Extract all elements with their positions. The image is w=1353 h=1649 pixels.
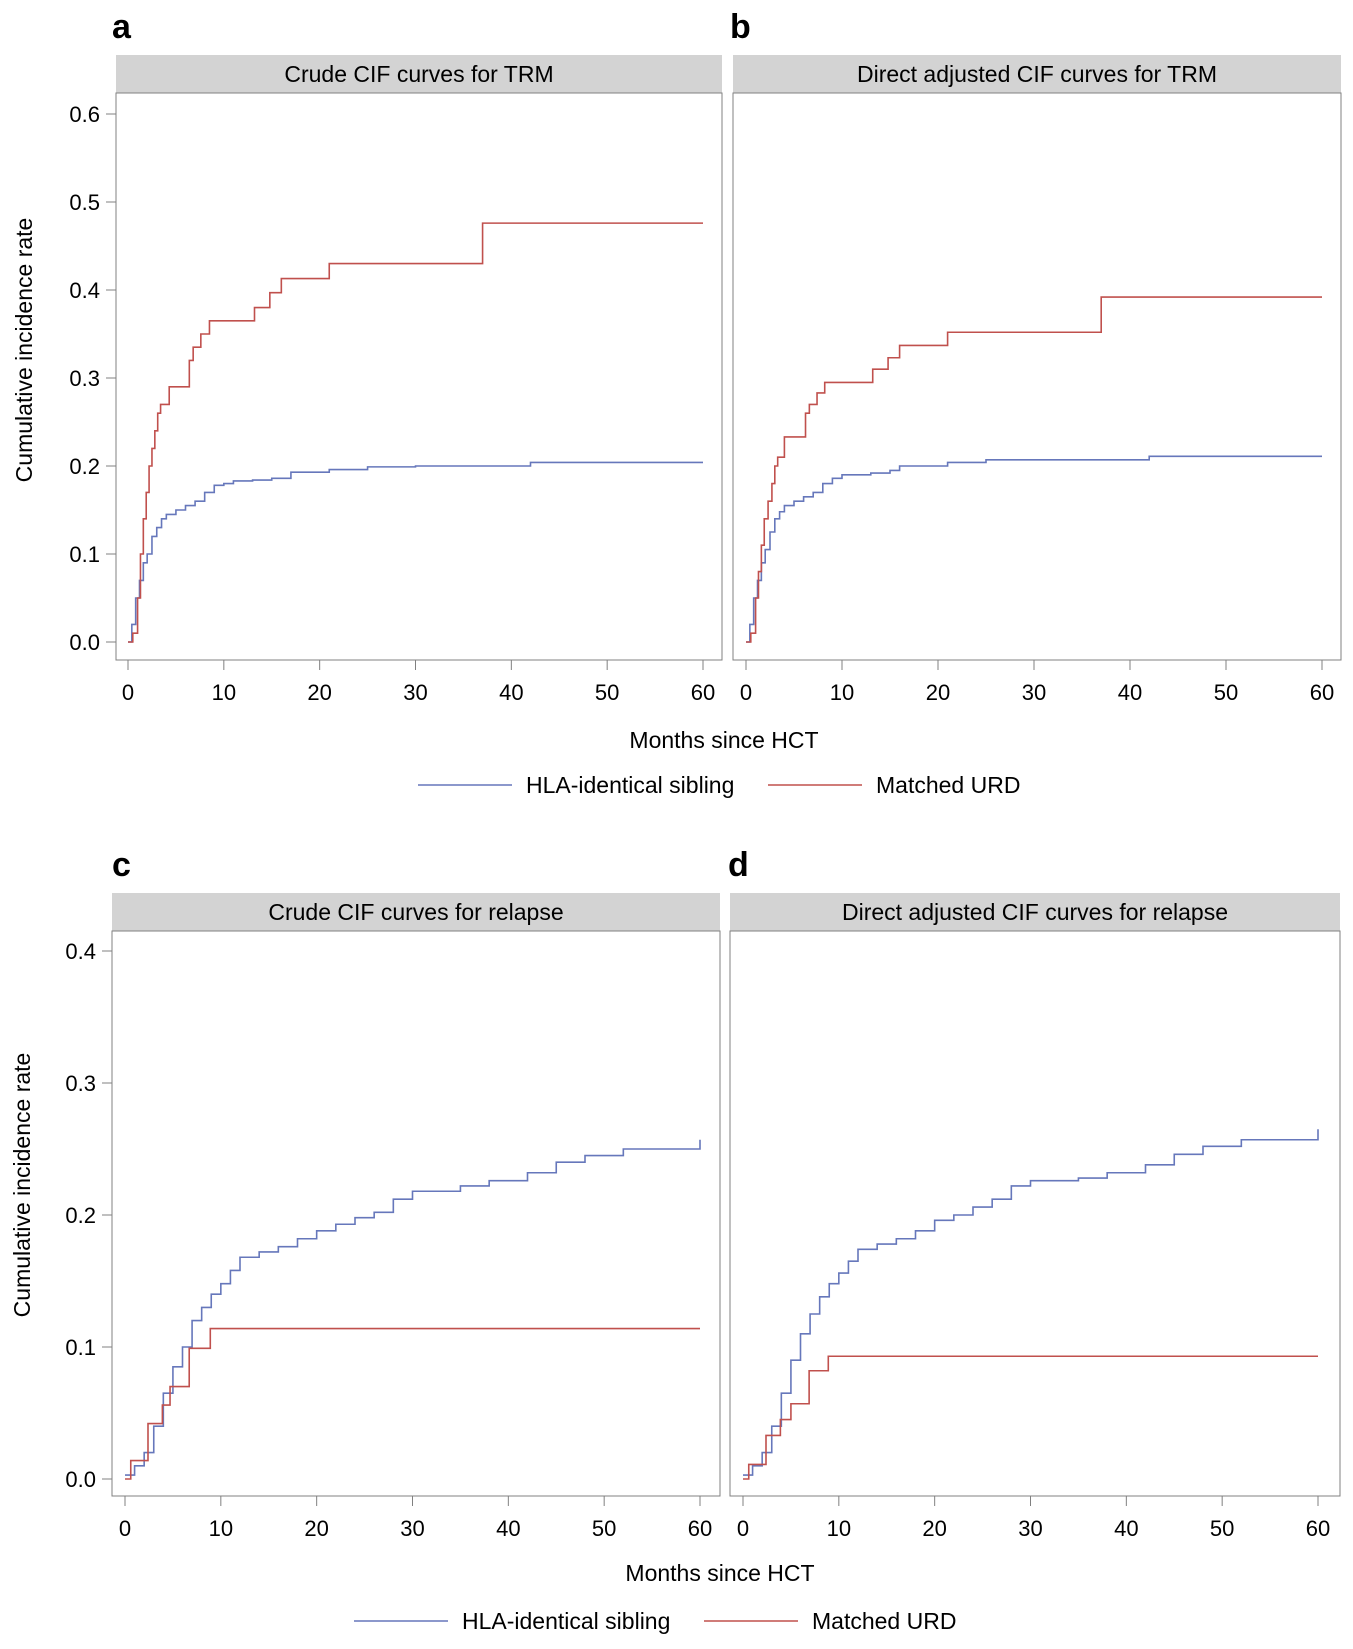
x-tick-label-c-60: 60 bbox=[688, 1516, 712, 1541]
y-tick-label-c-0: 0.0 bbox=[65, 1467, 96, 1492]
y-tick-label-a-3: 0.3 bbox=[69, 366, 100, 391]
x-tick-label-c-10: 10 bbox=[209, 1516, 233, 1541]
x-tick-label-b-30: 30 bbox=[1022, 680, 1046, 705]
strip-title-d: Direct adjusted CIF curves for relapse bbox=[842, 899, 1228, 925]
y-tick-label-c-2: 0.2 bbox=[65, 1203, 96, 1228]
strip-header-d bbox=[730, 893, 1340, 931]
x-tick-label-a-30: 30 bbox=[403, 680, 427, 705]
x-tick-label-c-40: 40 bbox=[496, 1516, 520, 1541]
x-tick-label-b-20: 20 bbox=[926, 680, 950, 705]
x-axis-title-bottom: Months since HCT bbox=[625, 1560, 814, 1586]
legend-top-urd-label: Matched URD bbox=[876, 772, 1020, 798]
x-tick-label-a-40: 40 bbox=[499, 680, 523, 705]
series-urd-b bbox=[746, 296, 1322, 643]
x-tick-label-d-60: 60 bbox=[1306, 1516, 1330, 1541]
series-urd-d bbox=[743, 1355, 1318, 1480]
strip-title-c: Crude CIF curves for relapse bbox=[268, 899, 563, 925]
x-tick-label-b-40: 40 bbox=[1118, 680, 1142, 705]
x-tick-label-d-0: 0 bbox=[737, 1516, 749, 1541]
strip-title-b: Direct adjusted CIF curves for TRM bbox=[857, 61, 1217, 87]
panel-letter-d: d bbox=[728, 846, 749, 884]
x-tick-label-b-0: 0 bbox=[740, 680, 752, 705]
x-tick-label-c-30: 30 bbox=[400, 1516, 424, 1541]
x-tick-label-a-50: 50 bbox=[595, 680, 619, 705]
x-axis-title-top: Months since HCT bbox=[629, 727, 818, 753]
y-tick-label-a-5: 0.5 bbox=[69, 190, 100, 215]
series-sibling-a bbox=[128, 461, 703, 643]
series-urd-c bbox=[125, 1327, 700, 1480]
x-tick-label-d-20: 20 bbox=[922, 1516, 946, 1541]
y-tick-label-a-1: 0.1 bbox=[69, 542, 100, 567]
x-tick-label-c-20: 20 bbox=[304, 1516, 328, 1541]
series-sibling-d bbox=[743, 1129, 1319, 1476]
legend-bottom-sibling-label: HLA-identical sibling bbox=[462, 1608, 670, 1634]
y-tick-label-c-1: 0.1 bbox=[65, 1335, 96, 1360]
panel-letter-a: a bbox=[112, 8, 132, 46]
x-tick-label-a-10: 10 bbox=[212, 680, 236, 705]
strip-header-c bbox=[112, 893, 720, 931]
y-axis-title-top: Cumulative incidence rate bbox=[11, 218, 37, 483]
strip-header-b bbox=[733, 55, 1341, 93]
x-tick-label-c-0: 0 bbox=[119, 1516, 131, 1541]
panel-letter-c: c bbox=[112, 846, 131, 884]
y-tick-label-a-6: 0.6 bbox=[69, 102, 100, 127]
x-tick-label-d-50: 50 bbox=[1210, 1516, 1234, 1541]
series-sibling-c bbox=[125, 1139, 701, 1476]
x-tick-label-d-40: 40 bbox=[1114, 1516, 1138, 1541]
panel-letter-b: b bbox=[730, 8, 751, 46]
x-tick-label-d-10: 10 bbox=[827, 1516, 851, 1541]
x-tick-label-b-50: 50 bbox=[1214, 680, 1238, 705]
legend-top-sibling-label: HLA-identical sibling bbox=[526, 772, 734, 798]
panel-a: Crude CIF curves for TRM 0 10 20 30 40 50 60 0.0… bbox=[69, 55, 723, 705]
x-tick-label-b-60: 60 bbox=[1310, 680, 1334, 705]
series-urd-a bbox=[128, 222, 703, 643]
series-sibling-b bbox=[746, 455, 1322, 643]
y-tick-label-a-2: 0.2 bbox=[69, 454, 100, 479]
strip-header-a bbox=[116, 55, 722, 93]
x-tick-label-a-60: 60 bbox=[691, 680, 715, 705]
legend-bottom: HLA-identical sibling Matched URD bbox=[354, 1608, 956, 1634]
x-tick-label-c-50: 50 bbox=[592, 1516, 616, 1541]
legend-bottom-urd-label: Matched URD bbox=[812, 1608, 956, 1634]
panel-c: Crude CIF curves for relapse 0 10 20 30 40 50 6… bbox=[65, 893, 721, 1541]
y-axis-title-bottom: Cumulative incidence rate bbox=[9, 1053, 35, 1318]
panel-b: Direct adjusted CIF curves for TRM 0 10 20 3… bbox=[732, 55, 1342, 705]
y-tick-label-a-4: 0.4 bbox=[69, 278, 100, 303]
x-tick-label-d-30: 30 bbox=[1018, 1516, 1042, 1541]
y-tick-label-a-0: 0.0 bbox=[69, 630, 100, 655]
panel-d: Direct adjusted CIF curves for relapse 0 1… bbox=[729, 893, 1341, 1541]
y-tick-label-c-3: 0.3 bbox=[65, 1071, 96, 1096]
x-tick-label-a-20: 20 bbox=[307, 680, 331, 705]
y-tick-label-c-4: 0.4 bbox=[65, 939, 96, 964]
strip-title-a: Crude CIF curves for TRM bbox=[284, 61, 553, 87]
legend-top: HLA-identical sibling Matched URD bbox=[418, 772, 1020, 798]
x-tick-label-a-0: 0 bbox=[122, 680, 134, 705]
x-tick-label-b-10: 10 bbox=[830, 680, 854, 705]
